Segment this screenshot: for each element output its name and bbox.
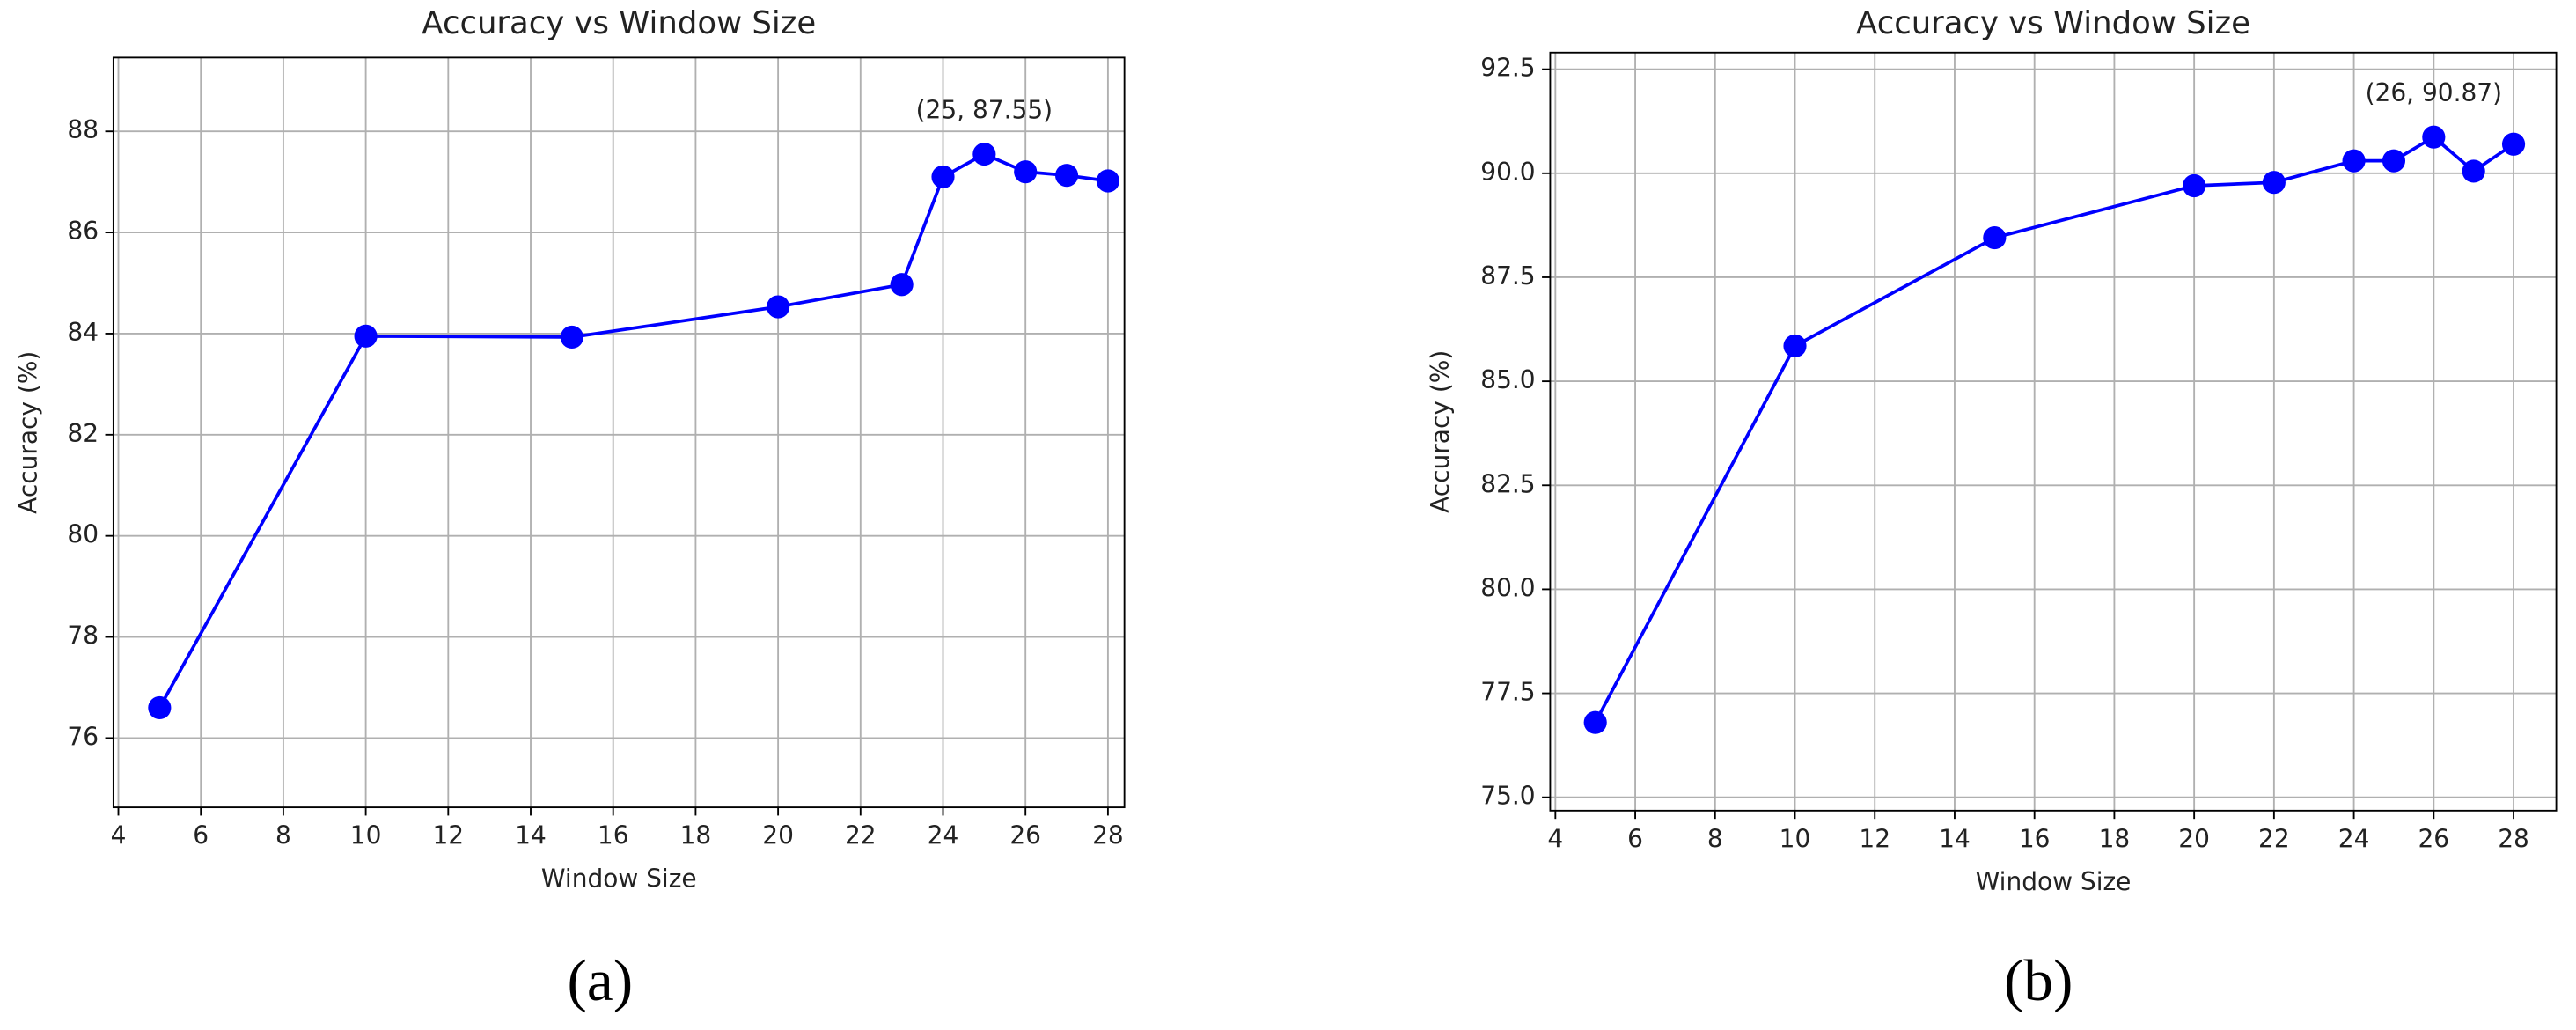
- y-tick-label: 86: [67, 217, 99, 246]
- x-tick-label: 4: [1547, 824, 1563, 853]
- y-tick-label: 78: [67, 622, 99, 651]
- caption: (a): [567, 947, 633, 1013]
- data-point: [2262, 171, 2286, 195]
- x-tick-label: 18: [2099, 824, 2131, 853]
- data-point: [2382, 149, 2406, 173]
- x-tick-label: 26: [1009, 821, 1041, 850]
- y-tick-label: 87.5: [1480, 261, 1535, 291]
- x-tick-label: 28: [2498, 824, 2529, 853]
- x-tick-label: 22: [2258, 824, 2290, 853]
- x-tick-label: 12: [432, 821, 464, 850]
- data-point: [1783, 334, 1807, 358]
- data-point: [1014, 160, 1038, 184]
- y-tick-label: 90.0: [1480, 158, 1535, 187]
- x-tick-label: 28: [1092, 821, 1124, 850]
- x-tick-label: 6: [1627, 824, 1643, 853]
- x-tick-label: 10: [1780, 824, 1811, 853]
- y-tick-label: 82.5: [1480, 469, 1535, 498]
- data-point: [1983, 225, 2007, 250]
- x-tick-label: 14: [1939, 824, 1971, 853]
- x-tick-label: 4: [111, 821, 127, 850]
- y-tick-label: 84: [67, 318, 99, 347]
- plot-frame: [112, 56, 1126, 809]
- y-tick-label: 77.5: [1480, 678, 1535, 707]
- y-tick-label: 85.0: [1480, 365, 1535, 394]
- data-point: [1096, 169, 1119, 193]
- x-axis-label: Window Size: [541, 864, 697, 893]
- y-tick-label: 75.0: [1480, 782, 1535, 811]
- data-point: [2462, 159, 2485, 183]
- y-tick-label: 92.5: [1480, 54, 1535, 83]
- data-point: [972, 142, 996, 166]
- y-tick-label: 88: [67, 115, 99, 144]
- x-tick-label: 22: [845, 821, 877, 850]
- x-tick-label: 20: [762, 821, 794, 850]
- x-tick-label: 18: [680, 821, 712, 850]
- data-point: [560, 325, 583, 349]
- x-axis-label: Window Size: [1976, 867, 2132, 896]
- x-tick-label: 24: [2338, 824, 2370, 853]
- plot-frame: [1549, 51, 2558, 812]
- x-tick-label: 6: [193, 821, 209, 850]
- caption: (b): [2004, 947, 2073, 1013]
- x-tick-label: 8: [1707, 824, 1723, 853]
- x-tick-label: 8: [275, 821, 291, 850]
- x-tick-label: 14: [515, 821, 547, 850]
- data-point: [2501, 132, 2526, 156]
- annotation: (25, 87.55): [916, 96, 1053, 125]
- y-tick-label: 80: [67, 520, 99, 549]
- data-point: [2183, 173, 2206, 198]
- x-tick-label: 24: [928, 821, 959, 850]
- data-line: [1594, 135, 2515, 724]
- data-point: [767, 295, 790, 319]
- x-tick-label: 10: [350, 821, 382, 850]
- data-point: [931, 165, 955, 188]
- data-point: [890, 273, 914, 297]
- y-tick-label: 76: [67, 722, 99, 751]
- data-point: [1054, 164, 1079, 188]
- chart-title title: Accuracy vs Window Size: [1856, 5, 2250, 41]
- data-line: [158, 151, 1109, 709]
- data-point: [2422, 125, 2446, 149]
- data-point: [2342, 149, 2366, 173]
- x-tick-label: 12: [1859, 824, 1890, 853]
- x-tick-label: 26: [2418, 824, 2449, 853]
- data-point: [354, 324, 378, 348]
- data-point: [1583, 710, 1607, 734]
- data-point: [148, 695, 172, 720]
- x-tick-label: 20: [2178, 824, 2210, 853]
- y-tick-label: 82: [67, 419, 99, 448]
- y-tick-label: 80.0: [1480, 573, 1535, 602]
- y-axis-label: Accuracy (%): [14, 351, 43, 514]
- x-tick-label: 16: [598, 821, 629, 850]
- chart-title title: Accuracy vs Window Size: [422, 5, 816, 41]
- annotation: (26, 90.87): [2366, 78, 2502, 107]
- y-axis-label: Accuracy (%): [1426, 350, 1455, 513]
- x-tick-label: 16: [2019, 824, 2051, 853]
